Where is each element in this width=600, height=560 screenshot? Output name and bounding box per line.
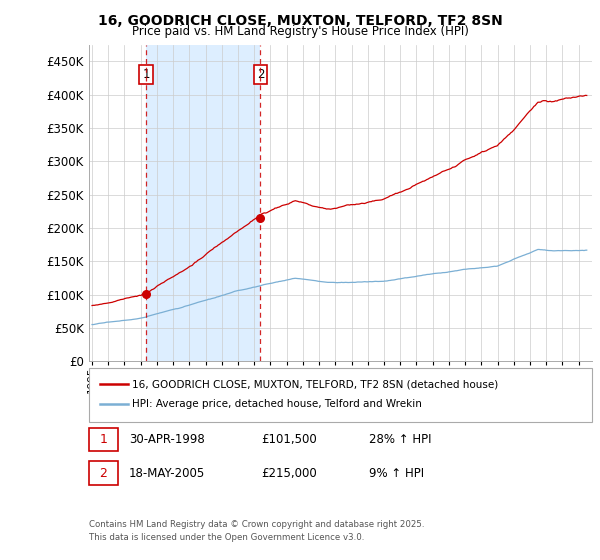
Text: 28% ↑ HPI: 28% ↑ HPI [369,433,431,446]
Text: 18-MAY-2005: 18-MAY-2005 [129,466,205,480]
Text: Contains HM Land Registry data © Crown copyright and database right 2025.
This d: Contains HM Land Registry data © Crown c… [89,520,424,542]
Text: HPI: Average price, detached house, Telford and Wrekin: HPI: Average price, detached house, Telf… [132,399,422,409]
Text: £215,000: £215,000 [261,466,317,480]
Text: 16, GOODRICH CLOSE, MUXTON, TELFORD, TF2 8SN: 16, GOODRICH CLOSE, MUXTON, TELFORD, TF2… [98,14,502,28]
Text: 9% ↑ HPI: 9% ↑ HPI [369,466,424,480]
Text: 30-APR-1998: 30-APR-1998 [129,433,205,446]
Text: Price paid vs. HM Land Registry's House Price Index (HPI): Price paid vs. HM Land Registry's House … [131,25,469,38]
Bar [146,45,260,361]
Text: 1: 1 [99,433,107,446]
Text: 2: 2 [257,68,264,81]
Text: 1: 1 [142,68,150,81]
Text: 16, GOODRICH CLOSE, MUXTON, TELFORD, TF2 8SN (detached house): 16, GOODRICH CLOSE, MUXTON, TELFORD, TF2… [132,379,498,389]
Text: £101,500: £101,500 [261,433,317,446]
Text: 2: 2 [99,466,107,480]
